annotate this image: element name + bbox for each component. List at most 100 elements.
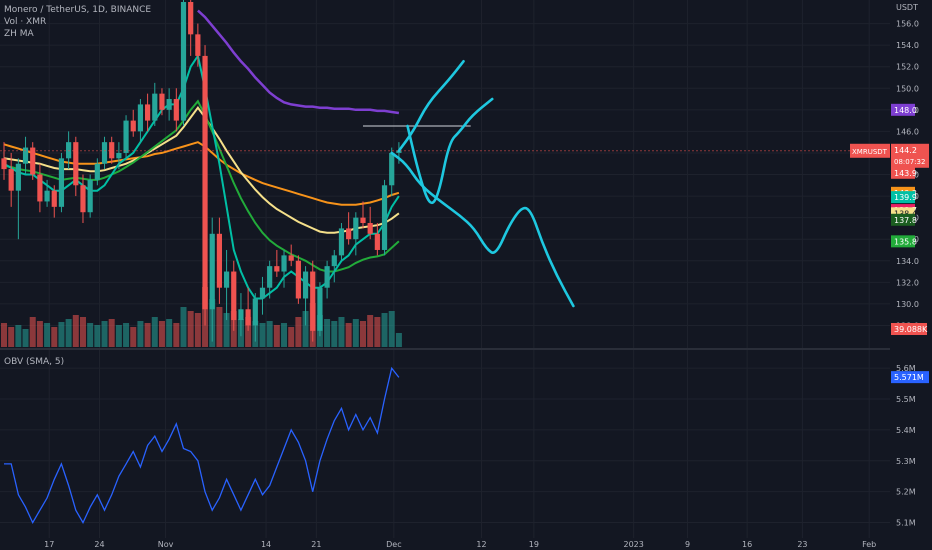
price-tag[interactable]: 148.0 — [891, 103, 917, 116]
candle[interactable] — [360, 201, 366, 229]
time-tick-label[interactable]: 23 — [797, 540, 807, 549]
candle[interactable] — [22, 136, 29, 175]
volume-bar — [65, 319, 72, 347]
candle[interactable] — [381, 179, 388, 256]
freehand-drawing[interactable] — [397, 59, 465, 153]
freehand-drawing[interactable] — [406, 97, 494, 205]
time-tick-label[interactable]: 24 — [94, 540, 104, 549]
candle[interactable] — [188, 0, 194, 56]
candle-body — [173, 99, 179, 121]
tag-box — [891, 191, 915, 204]
candle[interactable] — [51, 185, 57, 218]
time-tick-label[interactable]: Feb — [862, 540, 876, 549]
candle[interactable] — [15, 158, 21, 240]
candle[interactable] — [101, 136, 108, 170]
candle[interactable] — [173, 88, 179, 132]
price-tag[interactable]: 137.8 — [891, 213, 917, 226]
candle[interactable] — [281, 249, 287, 288]
volume-bar — [166, 319, 173, 347]
candle[interactable] — [317, 282, 323, 337]
candlesticks[interactable] — [1, 0, 402, 342]
candle[interactable] — [137, 99, 144, 143]
candle[interactable] — [310, 260, 316, 342]
candle[interactable] — [180, 0, 187, 126]
time-tick-label[interactable]: 17 — [44, 540, 54, 549]
obv-title[interactable]: OBV (SMA, 5) — [4, 357, 65, 367]
candle[interactable] — [223, 249, 230, 321]
price-tick-label: 146.0 — [896, 127, 919, 136]
candle[interactable] — [30, 142, 36, 180]
candle[interactable] — [216, 217, 222, 304]
candle[interactable] — [238, 293, 244, 337]
candle[interactable] — [259, 276, 266, 315]
candle[interactable] — [87, 174, 93, 218]
candle-body — [302, 271, 309, 299]
candle[interactable] — [94, 158, 100, 186]
candle-body — [259, 287, 266, 299]
last-price-tag[interactable]: XMRUSDT 144.2 08:07:32 — [850, 143, 929, 168]
volume-legend[interactable]: Vol · XMR — [4, 17, 47, 27]
candle[interactable] — [231, 260, 237, 331]
candle[interactable] — [8, 152, 14, 207]
candle[interactable] — [109, 136, 115, 164]
time-tick-label[interactable]: 21 — [311, 540, 321, 549]
candle[interactable] — [274, 249, 280, 277]
candle[interactable] — [66, 131, 72, 170]
price-tick-label: 130.0 — [896, 300, 919, 309]
candle-body — [238, 309, 244, 321]
candle[interactable] — [37, 163, 43, 213]
time-tick-label[interactable]: 16 — [742, 540, 752, 549]
volume-tag[interactable]: 39.088K — [891, 323, 928, 335]
candle[interactable] — [1, 142, 7, 180]
candle[interactable] — [195, 23, 201, 67]
close-price-tag[interactable]: 143.9 — [891, 166, 917, 179]
freehand-drawing[interactable] — [390, 151, 575, 308]
obv-last-tag[interactable]: 5.571M — [891, 371, 929, 384]
candle[interactable] — [116, 142, 122, 170]
candle[interactable] — [252, 293, 258, 342]
price-tag[interactable]: 139.9 — [891, 191, 917, 204]
symbol-title[interactable]: Monero / TetherUS, 1D, BINANCE — [4, 5, 152, 15]
candle[interactable] — [152, 82, 158, 126]
candle[interactable] — [58, 152, 65, 213]
candle[interactable] — [353, 212, 359, 256]
candle[interactable] — [80, 174, 86, 224]
time-tick-label[interactable]: 9 — [685, 540, 690, 549]
time-tick-label[interactable]: Nov — [158, 540, 174, 549]
candle[interactable] — [209, 217, 215, 342]
candle[interactable] — [145, 93, 151, 132]
candle[interactable] — [288, 244, 294, 267]
ma-legend[interactable]: ZH MA — [4, 29, 34, 39]
candle[interactable] — [367, 206, 373, 240]
candle[interactable] — [374, 223, 380, 256]
price-tick-label: 134.0 — [896, 257, 919, 266]
time-tick-label[interactable]: 14 — [261, 540, 271, 549]
time-tick-label[interactable]: 2023 — [624, 540, 644, 549]
volume-bar — [259, 323, 266, 347]
candle[interactable] — [389, 147, 395, 197]
candle[interactable] — [245, 287, 251, 331]
candle-body — [188, 2, 194, 35]
candle-body — [374, 233, 380, 250]
candle[interactable] — [338, 223, 345, 261]
candle[interactable] — [324, 260, 330, 299]
candle[interactable] — [302, 266, 309, 326]
drawings[interactable] — [0, 59, 890, 308]
candle[interactable] — [331, 249, 337, 283]
candle[interactable] — [159, 88, 165, 116]
candle[interactable] — [73, 136, 79, 197]
time-tick-label[interactable]: 12 — [476, 540, 486, 549]
candle[interactable] — [130, 109, 136, 137]
candle[interactable] — [44, 179, 50, 207]
candle[interactable] — [267, 260, 273, 299]
candle[interactable] — [202, 45, 208, 326]
candle[interactable] — [123, 115, 129, 159]
volume-bar — [44, 323, 51, 347]
candle[interactable] — [166, 88, 172, 121]
volume-bar — [15, 325, 22, 347]
candle[interactable] — [346, 212, 352, 245]
time-tick-label[interactable]: Dec — [386, 540, 401, 549]
candle[interactable] — [295, 255, 301, 304]
price-tag[interactable]: 135.8 — [891, 235, 917, 248]
time-tick-label[interactable]: 19 — [529, 540, 539, 549]
